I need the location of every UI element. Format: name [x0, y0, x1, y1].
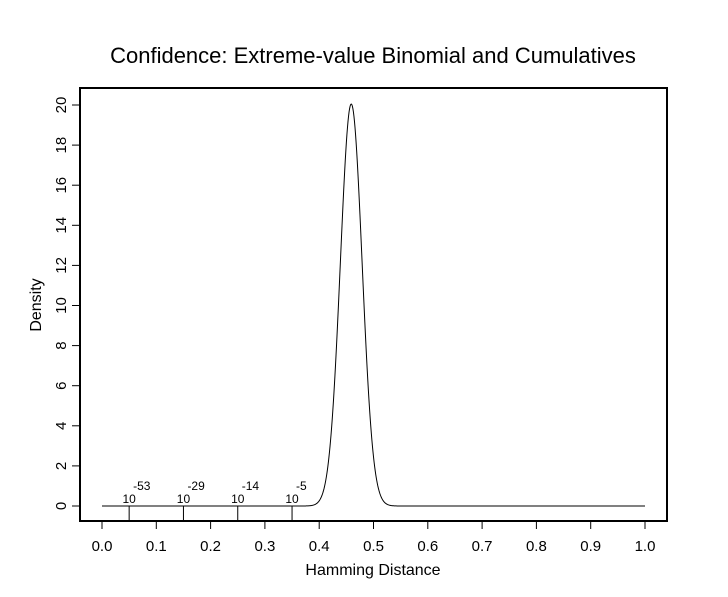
- annotation-base: 10: [231, 492, 245, 506]
- cumulative-annotation: 10-53: [122, 479, 151, 520]
- x-tick-label: 1.0: [635, 538, 656, 555]
- annotation-base: 10: [285, 492, 299, 506]
- x-tick-label: 0.0: [92, 538, 113, 555]
- y-tick-label: 8: [53, 341, 70, 349]
- x-tick-label: 0.9: [580, 538, 601, 555]
- annotation-exponent: -14: [242, 479, 260, 493]
- y-tick-label: 20: [53, 97, 70, 114]
- x-tick-label: 0.3: [254, 538, 275, 555]
- annotation-exponent: -53: [133, 479, 151, 493]
- x-tick-label: 0.5: [363, 538, 384, 555]
- y-tick-label: 16: [53, 177, 70, 194]
- x-tick-label: 0.6: [417, 538, 438, 555]
- annotation-exponent: -5: [296, 479, 307, 493]
- x-tick-label: 0.4: [309, 538, 330, 555]
- y-tick-label: 4: [53, 422, 70, 430]
- y-tick-label: 10: [53, 297, 70, 314]
- y-axis-label: Density: [28, 278, 45, 331]
- cumulative-annotation: 10-5: [285, 479, 307, 520]
- cumulative-annotation: 10-14: [231, 479, 259, 520]
- annotation-exponent: -29: [187, 479, 205, 493]
- chart-title: Confidence: Extreme-value Binomial and C…: [110, 43, 636, 68]
- y-axis: 0 2 4 6 8 10 12 14 16 18 20: [53, 97, 80, 510]
- x-axis-label: Hamming Distance: [305, 562, 440, 579]
- cumulative-annotation: 10-29: [177, 479, 205, 520]
- annotation-base: 10: [122, 492, 136, 506]
- y-tick-label: 0: [53, 502, 70, 510]
- y-tick-label: 12: [53, 257, 70, 274]
- y-tick-label: 2: [53, 462, 70, 470]
- x-tick-label: 0.1: [146, 538, 167, 555]
- x-tick-label: 0.8: [526, 538, 547, 555]
- annotation-base: 10: [177, 492, 191, 506]
- density-curve: [102, 103, 645, 507]
- y-tick-label: 14: [53, 217, 70, 234]
- x-tick-label: 0.2: [200, 538, 221, 555]
- x-tick-label: 0.7: [472, 538, 493, 555]
- y-tick-label: 6: [53, 382, 70, 390]
- x-axis: 0.0 0.1 0.2 0.3 0.4 0.5 0.6 0.7 0.8 0.9 1.0: [92, 521, 656, 555]
- y-tick-label: 18: [53, 137, 70, 154]
